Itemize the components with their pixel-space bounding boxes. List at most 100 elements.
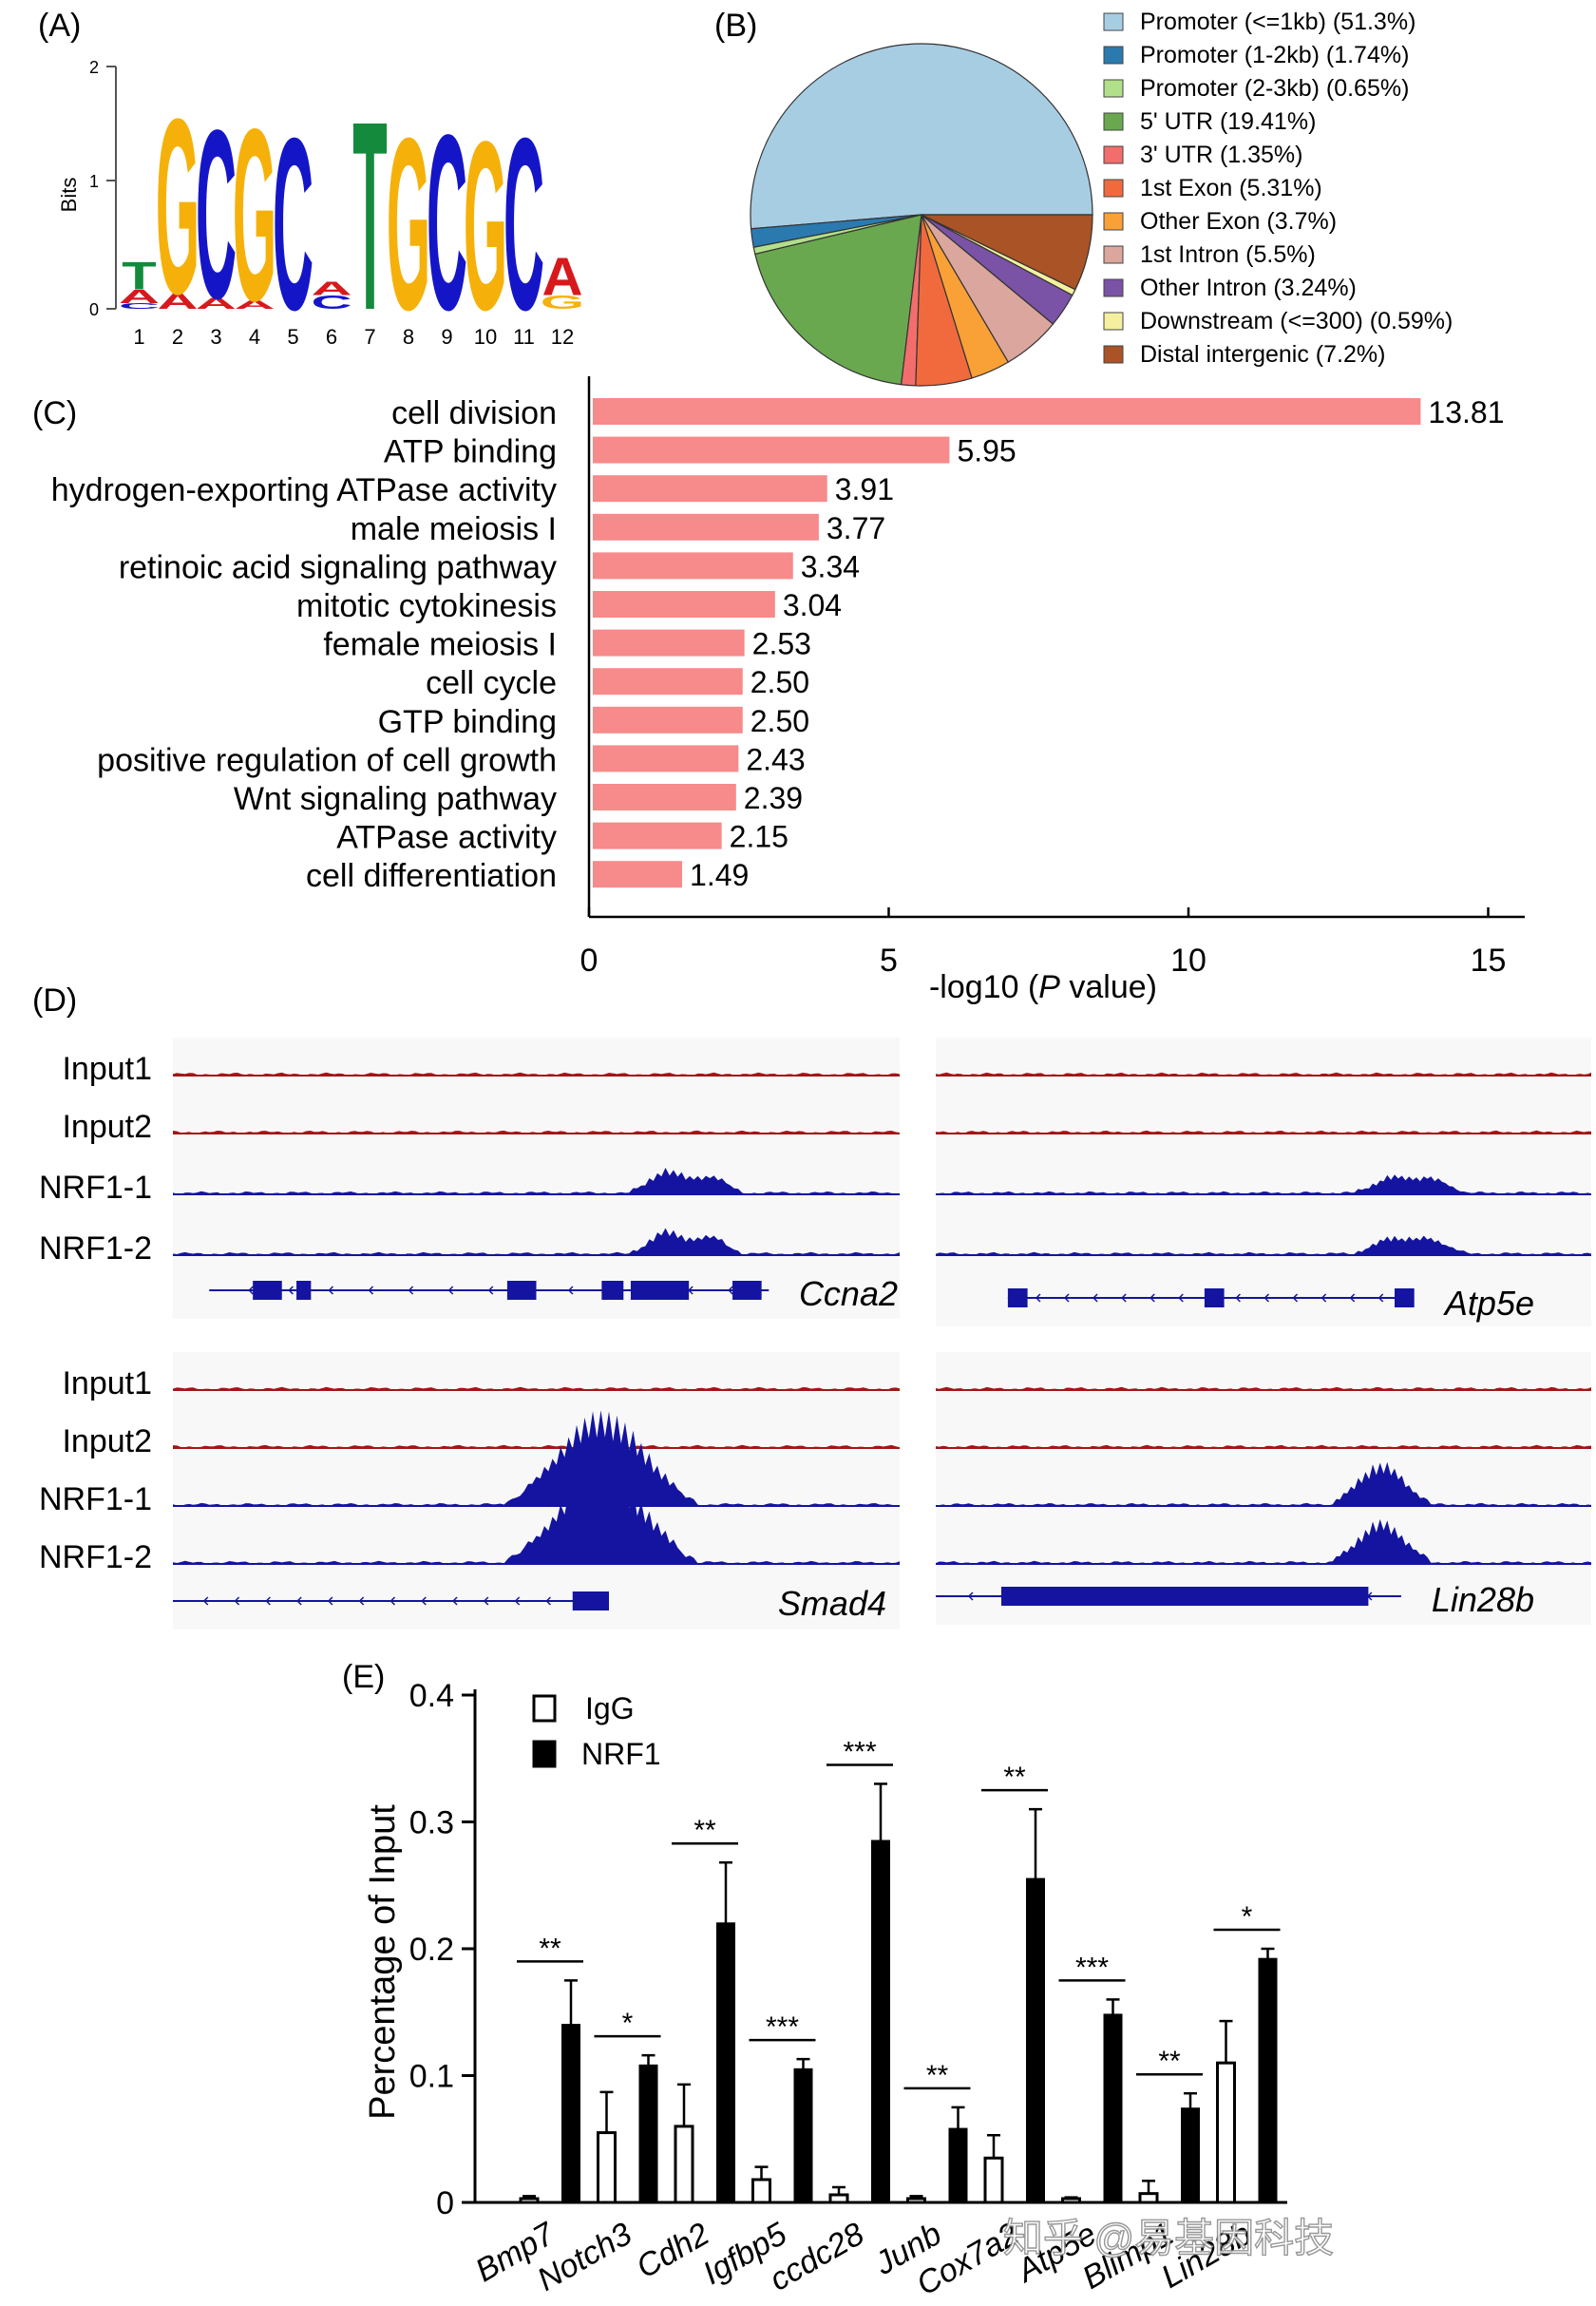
gene-strand-arrow bbox=[327, 1596, 333, 1606]
genome-browser-tracks: Input1 Input2 NRF1-1 NRF1-2 Ccna2 Atp5e Input1… bbox=[39, 1038, 1591, 1629]
motif-letter: C bbox=[427, 84, 467, 363]
qpcr-category-label: Cdh2 bbox=[631, 2216, 715, 2286]
track-signal bbox=[173, 1467, 900, 1564]
motif-position-label: 7 bbox=[364, 325, 375, 349]
gene-exon bbox=[1204, 1288, 1225, 1307]
go-x-label: -log10 (P value) bbox=[929, 969, 1157, 1005]
go-bar bbox=[593, 784, 736, 810]
track-signal bbox=[173, 1410, 900, 1506]
motif-position-label: 6 bbox=[326, 325, 337, 349]
gene-strand-arrow bbox=[1320, 1293, 1327, 1303]
gene-strand-arrow bbox=[234, 1596, 240, 1606]
go-x-label-pre: -log10 ( bbox=[929, 969, 1039, 1005]
track-signal bbox=[936, 1174, 1591, 1194]
track-signal bbox=[173, 1386, 900, 1390]
legend-swatch bbox=[1103, 112, 1124, 131]
go-x-label-post: value) bbox=[1060, 969, 1157, 1005]
gene-strand-arrow bbox=[358, 1596, 365, 1606]
qpcr-bar-igg bbox=[597, 2131, 617, 2204]
gene-strand-arrow bbox=[567, 1286, 574, 1295]
motif-position-label: 11 bbox=[513, 325, 535, 349]
track-signal bbox=[173, 1130, 900, 1134]
go-bar-value: 3.34 bbox=[801, 549, 860, 583]
gene-strand-arrow bbox=[1150, 1293, 1155, 1303]
go-bar-value: 2.50 bbox=[750, 665, 809, 699]
motif-letter: A bbox=[234, 297, 275, 312]
go-bar bbox=[593, 436, 950, 464]
gene-strand-arrow bbox=[728, 1286, 733, 1295]
go-bar-value: 3.77 bbox=[826, 511, 885, 545]
go-x-tick-label: 0 bbox=[580, 943, 598, 979]
track-block: Input1 Input2 NRF1-1 NRF1-2 Smad4 bbox=[39, 1352, 900, 1629]
go-bar bbox=[593, 706, 743, 734]
qpcr-y-label: Percentage of Input bbox=[363, 1804, 403, 2120]
gene-exon bbox=[601, 1281, 624, 1300]
gene-strand-arrow bbox=[408, 1286, 414, 1295]
legend-label: 5' UTR (19.41%) bbox=[1140, 108, 1316, 135]
gene-strand-arrow bbox=[483, 1596, 489, 1606]
gene-strand-arrow bbox=[1292, 1293, 1299, 1303]
pie-slice bbox=[921, 214, 1093, 291]
gene-exon bbox=[506, 1281, 537, 1300]
go-bars: 13.81 cell division 5.95 ATP binding 3.91 hyd… bbox=[51, 395, 1505, 894]
go-category-label: Wnt signaling pathway bbox=[234, 781, 557, 817]
qpcr-sig-stars: *** bbox=[843, 1736, 876, 1767]
qpcr-bar-igg bbox=[983, 2156, 1004, 2204]
qpcr-bar-nrf1 bbox=[561, 2024, 580, 2204]
panel-label-b: (B) bbox=[714, 8, 757, 44]
go-bar-value: 2.15 bbox=[730, 820, 788, 854]
legend-label-igg: IgG bbox=[585, 1691, 635, 1725]
go-bar bbox=[593, 822, 722, 849]
qpcr-y-tick-label: 0 bbox=[436, 2185, 454, 2221]
motif-position-label: 12 bbox=[551, 325, 574, 349]
gene-strand-arrow bbox=[1378, 1293, 1384, 1303]
go-category-label: retinoic acid signaling pathway bbox=[119, 549, 557, 585]
go-bar bbox=[593, 668, 743, 696]
go-category-label: positive regulation of cell growth bbox=[97, 742, 557, 778]
qpcr-sig-stars: ** bbox=[1003, 1762, 1026, 1793]
track-label: Input1 bbox=[62, 1051, 152, 1087]
go-bar-value: 2.53 bbox=[752, 627, 811, 661]
track-block: Atp5e bbox=[936, 1038, 1591, 1326]
motif-letter: C bbox=[119, 302, 160, 311]
gene-exon bbox=[253, 1281, 282, 1300]
legend-label: 3' UTR (1.35%) bbox=[1140, 142, 1302, 168]
qpcr-bar-nrf1 bbox=[716, 1922, 735, 2204]
motif-letter: T bbox=[122, 254, 156, 298]
qpcr-bars: ********************* bbox=[517, 1736, 1281, 2204]
gene-strand-arrow bbox=[1121, 1293, 1127, 1303]
go-x-ticks: 0 5 10 15 bbox=[580, 907, 1506, 979]
go-bar bbox=[593, 629, 745, 657]
legend-label: Distal intergenic (7.2%) bbox=[1140, 341, 1385, 368]
go-bar-value: 3.04 bbox=[783, 588, 842, 622]
track-signal bbox=[173, 1444, 900, 1448]
gene-exon bbox=[732, 1281, 762, 1300]
motif-letter: A bbox=[157, 289, 198, 314]
gene-strand-arrow bbox=[487, 1286, 494, 1295]
motif-letter: G bbox=[541, 292, 584, 313]
motif-letter: A bbox=[542, 247, 582, 307]
motif-position-label: 10 bbox=[474, 325, 497, 349]
go-x-tick-label: 10 bbox=[1170, 943, 1206, 979]
go-category-label: female meiosis I bbox=[323, 627, 557, 663]
qpcr-sig-stars: ** bbox=[1158, 2046, 1181, 2077]
track-signal bbox=[936, 1130, 1591, 1134]
gene-name: Lin28b bbox=[1432, 1580, 1534, 1619]
track-signal bbox=[936, 1072, 1591, 1076]
qpcr-bar-nrf1 bbox=[1258, 1957, 1278, 2203]
watermark: 知乎 @易基因科技 bbox=[1003, 2216, 1334, 2260]
track-block: Input1 Input2 NRF1-1 NRF1-2 Ccna2 bbox=[39, 1038, 900, 1319]
gene-name: Atp5e bbox=[1443, 1284, 1534, 1323]
qpcr-bar-nrf1 bbox=[1026, 1877, 1045, 2203]
qpcr-bar-igg bbox=[1061, 2197, 1081, 2204]
motif-ytick-0: 0 bbox=[89, 300, 99, 319]
legend-label-nrf1: NRF1 bbox=[581, 1737, 661, 1771]
qpcr-bar-nrf1 bbox=[793, 2068, 813, 2203]
gene-strand-arrow bbox=[1178, 1293, 1184, 1303]
motif-letter: G bbox=[233, 77, 276, 352]
gene-strand-arrow bbox=[545, 1596, 551, 1606]
qpcr-bar-nrf1 bbox=[1103, 2013, 1123, 2203]
motif-ytick-2: 2 bbox=[89, 58, 99, 77]
motif-letter: G bbox=[464, 90, 507, 360]
